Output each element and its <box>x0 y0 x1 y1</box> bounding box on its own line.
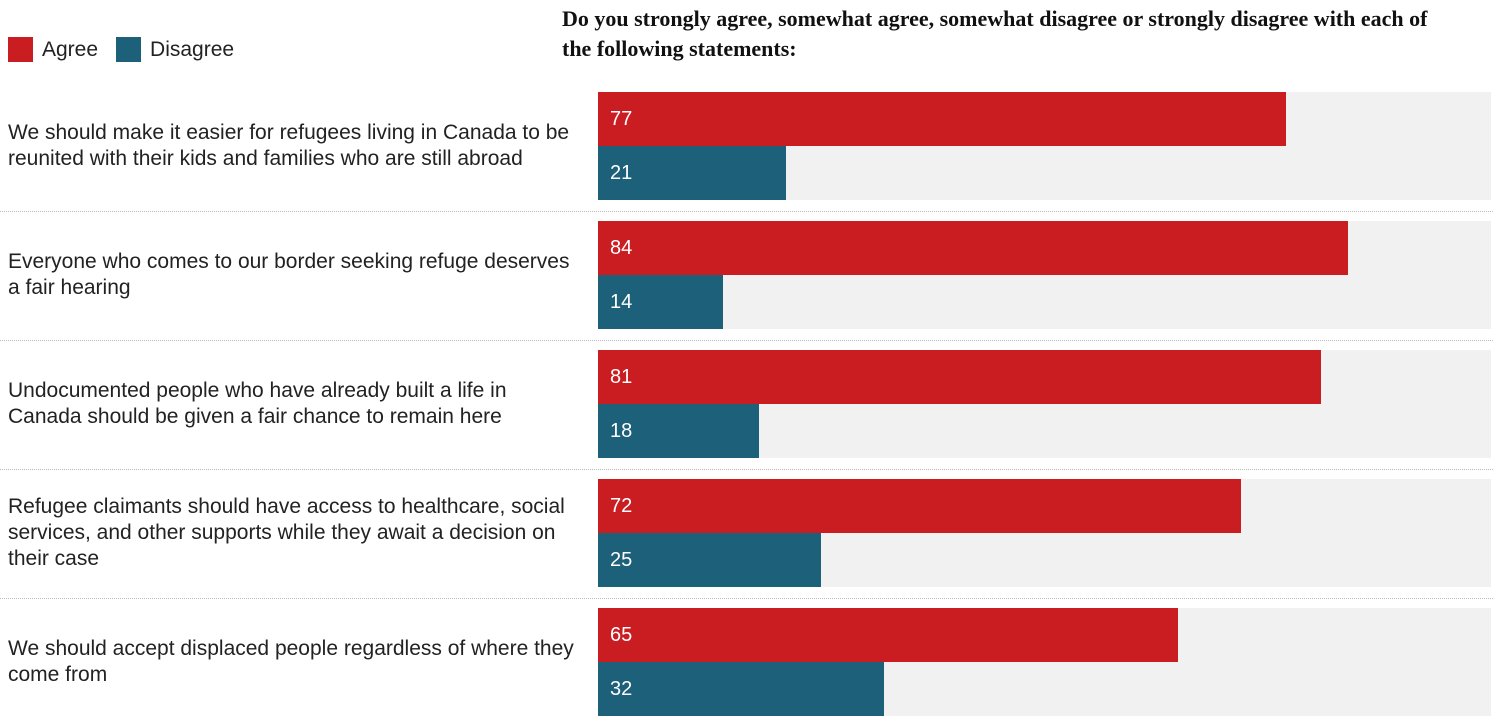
bar-value-label: 65 <box>610 624 633 646</box>
bar-track <box>598 275 1491 329</box>
bar-value-label: 32 <box>610 678 633 700</box>
bar-value-label: 72 <box>610 495 633 517</box>
category-label: Refugee claimants should have access to … <box>8 495 565 570</box>
bar-value-label: 84 <box>610 237 633 259</box>
bar-disagree <box>598 662 884 716</box>
category-label: Everyone who comes to our border seeking… <box>8 250 570 299</box>
legend-label-disagree: Disagree <box>150 37 235 61</box>
legend-swatch-disagree <box>116 37 142 62</box>
category-label: Undocumented people who have already bui… <box>8 379 507 428</box>
bar-agree <box>598 221 1348 275</box>
bar-disagree <box>598 404 759 458</box>
chart-title: Do you strongly agree, somewhat agree, s… <box>562 6 1428 61</box>
legend-label-agree: Agree <box>42 37 99 61</box>
row-divider <box>0 598 1493 599</box>
row-divider <box>0 211 1493 212</box>
bar-disagree <box>598 275 723 329</box>
bar-value-label: 25 <box>610 549 633 571</box>
bar-disagree <box>598 533 821 587</box>
row-divider <box>0 469 1493 470</box>
legend-item-disagree: Disagree <box>116 37 234 62</box>
bar-disagree <box>598 146 786 200</box>
category-label: We should make it easier for refugees li… <box>8 121 570 170</box>
legend: Agree Disagree <box>8 37 252 62</box>
bar-value-label: 18 <box>610 420 633 442</box>
row-divider <box>0 340 1493 341</box>
category-label: We should accept displaced people regard… <box>8 637 574 686</box>
bar-agree <box>598 479 1241 533</box>
bar-agree <box>598 350 1321 404</box>
legend-item-agree: Agree <box>8 37 98 62</box>
bar-agree <box>598 608 1178 662</box>
bar-value-label: 81 <box>610 366 633 388</box>
bar-value-label: 77 <box>610 108 633 130</box>
legend-swatch-agree <box>8 37 33 62</box>
bar-value-label: 21 <box>610 162 633 184</box>
bar-value-label: 14 <box>610 291 633 313</box>
bar-agree <box>598 92 1286 146</box>
